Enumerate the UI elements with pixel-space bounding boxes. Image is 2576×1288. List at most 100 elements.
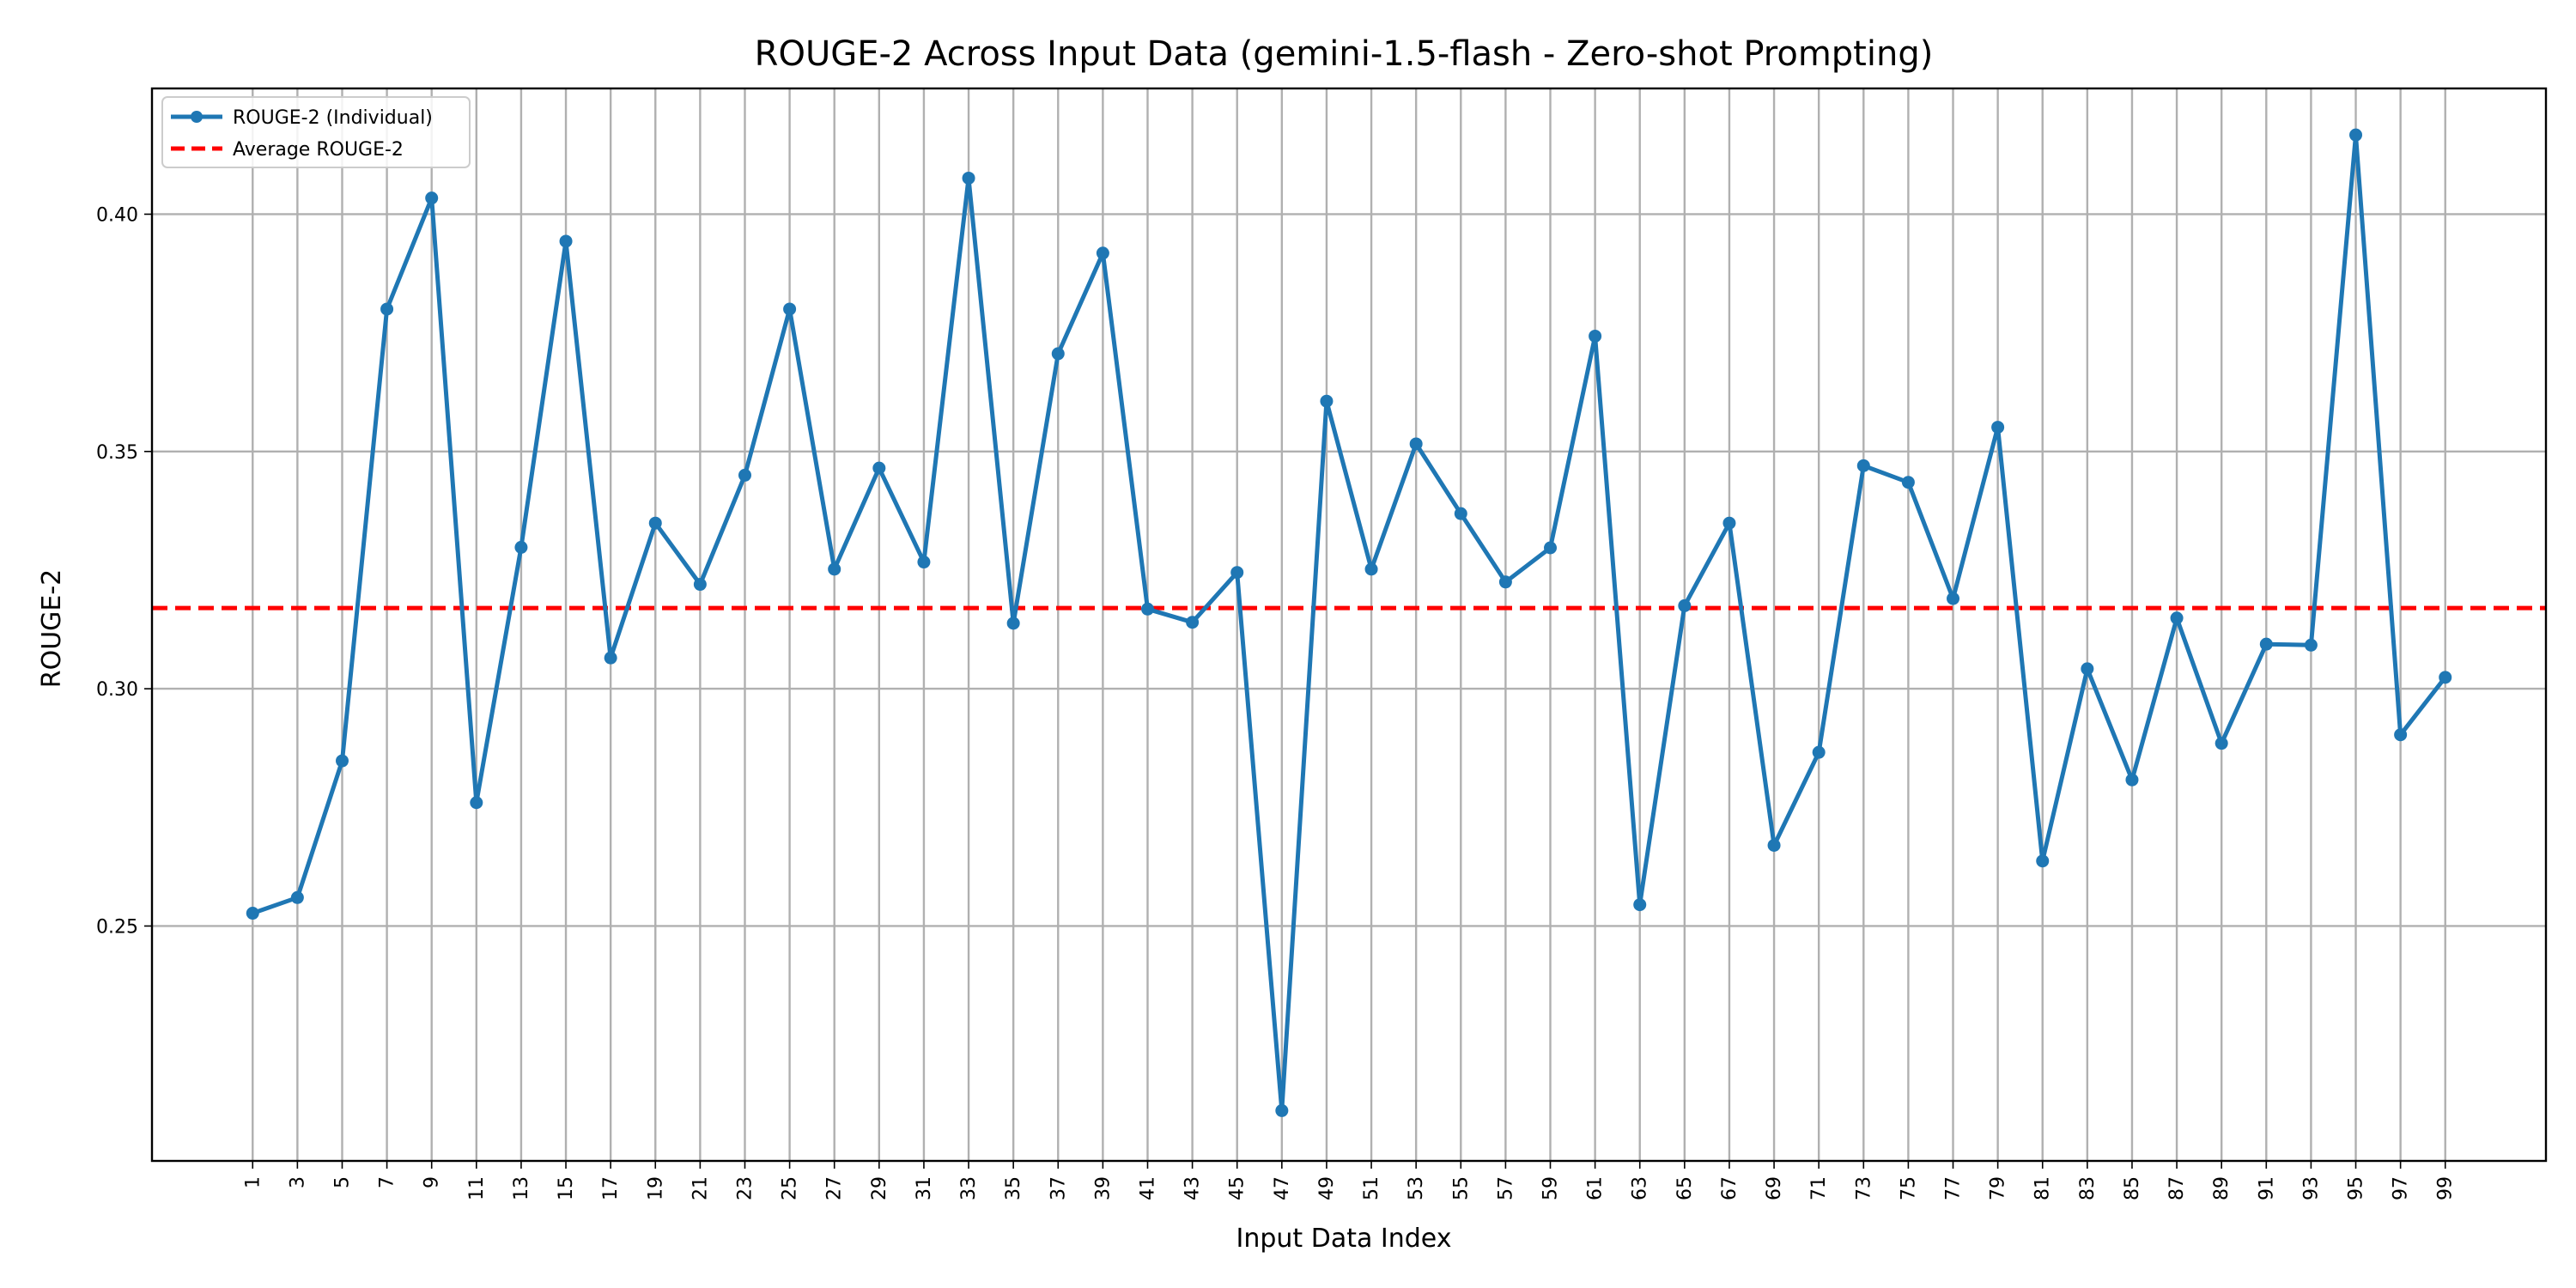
x-tick-label: 35 bbox=[1003, 1176, 1024, 1200]
x-tick-label: 57 bbox=[1495, 1176, 1516, 1200]
data-point bbox=[2081, 662, 2094, 676]
data-point bbox=[917, 556, 931, 569]
data-point bbox=[2259, 637, 2273, 651]
legend-marker-individual bbox=[191, 111, 203, 123]
data-point bbox=[1096, 246, 1109, 260]
x-tick-label: 49 bbox=[1316, 1176, 1338, 1200]
data-point bbox=[1409, 437, 1423, 451]
x-tick-label: 55 bbox=[1450, 1176, 1472, 1200]
data-point bbox=[604, 651, 617, 665]
data-point bbox=[1230, 566, 1244, 580]
x-tick-label: 89 bbox=[2211, 1176, 2233, 1200]
x-tick-label: 91 bbox=[2256, 1176, 2277, 1200]
data-point bbox=[559, 234, 573, 248]
data-point bbox=[425, 191, 439, 205]
data-point bbox=[2394, 728, 2408, 742]
x-tick-label: 59 bbox=[1540, 1176, 1562, 1200]
legend-label-average: Average ROUGE-2 bbox=[233, 139, 404, 161]
data-point bbox=[1633, 898, 1647, 912]
x-tick-label: 23 bbox=[734, 1176, 756, 1200]
data-point bbox=[2304, 638, 2318, 652]
y-tick-label: 0.30 bbox=[96, 679, 138, 701]
x-tick-label: 17 bbox=[600, 1176, 622, 1200]
data-point bbox=[335, 754, 349, 768]
data-point bbox=[246, 907, 259, 920]
x-axis-label: Input Data Index bbox=[1236, 1224, 1452, 1254]
x-tick-label: 21 bbox=[690, 1176, 711, 1200]
x-tick-label: 73 bbox=[1853, 1176, 1874, 1200]
data-point bbox=[2215, 737, 2228, 750]
x-tick-label: 37 bbox=[1048, 1176, 1069, 1200]
data-point bbox=[648, 516, 662, 530]
data-point bbox=[1722, 516, 1736, 530]
data-point bbox=[783, 302, 797, 316]
data-point bbox=[1678, 598, 1692, 612]
legend-label-individual: ROUGE-2 (Individual) bbox=[233, 107, 433, 129]
x-tick-label: 25 bbox=[780, 1176, 801, 1200]
x-tick-label: 47 bbox=[1272, 1176, 1293, 1200]
series-layer bbox=[246, 128, 2452, 1117]
data-point bbox=[828, 562, 841, 576]
data-point bbox=[1589, 329, 1602, 343]
data-point bbox=[1498, 575, 1512, 589]
y-tick-label: 0.40 bbox=[96, 204, 138, 226]
x-tick-label: 15 bbox=[556, 1176, 577, 1200]
x-tick-label: 85 bbox=[2122, 1176, 2143, 1200]
x-tick-label: 11 bbox=[466, 1176, 488, 1200]
y-tick-label: 0.25 bbox=[96, 916, 138, 938]
data-point bbox=[1901, 476, 1915, 489]
y-axis-label: ROUGE-2 bbox=[37, 569, 67, 689]
x-tick-label: 65 bbox=[1674, 1176, 1696, 1200]
data-point bbox=[1140, 602, 1154, 616]
data-point bbox=[470, 796, 483, 810]
x-tick-label: 53 bbox=[1406, 1176, 1427, 1200]
data-point bbox=[872, 461, 886, 475]
x-tick-label: 39 bbox=[1092, 1176, 1114, 1200]
x-tick-label: 99 bbox=[2435, 1176, 2457, 1200]
x-tick-label: 95 bbox=[2346, 1176, 2367, 1200]
x-tick-label: 31 bbox=[914, 1176, 935, 1200]
x-tick-label: 51 bbox=[1361, 1176, 1382, 1200]
data-point bbox=[738, 468, 751, 482]
data-point bbox=[2170, 611, 2184, 625]
plot-frame bbox=[150, 87, 2548, 1163]
x-tick-label: 1 bbox=[242, 1176, 264, 1188]
x-tick-label: 83 bbox=[2077, 1176, 2099, 1200]
x-tick-label: 9 bbox=[422, 1176, 443, 1188]
x-tick-label: 41 bbox=[1137, 1176, 1158, 1200]
data-point bbox=[2036, 854, 2050, 868]
x-tick-label: 33 bbox=[958, 1176, 980, 1200]
y-axis-ticks: 0.25 0.30 0.35 0.40 bbox=[96, 204, 152, 938]
data-point bbox=[380, 302, 394, 316]
legend-box bbox=[161, 96, 471, 168]
data-point bbox=[1544, 541, 1558, 555]
x-tick-label: 97 bbox=[2391, 1176, 2412, 1200]
data-point bbox=[1186, 616, 1200, 629]
x-tick-label: 29 bbox=[869, 1176, 890, 1200]
x-tick-label: 27 bbox=[824, 1176, 846, 1200]
data-point bbox=[1275, 1103, 1289, 1117]
data-point bbox=[1991, 421, 2005, 434]
x-tick-label: 63 bbox=[1630, 1176, 1651, 1200]
x-tick-label: 61 bbox=[1585, 1176, 1607, 1200]
series-line-individual bbox=[252, 132, 2447, 1113]
x-tick-label: 77 bbox=[1943, 1176, 1965, 1200]
data-point bbox=[1006, 617, 1020, 630]
data-point bbox=[1051, 347, 1065, 361]
data-point bbox=[2125, 773, 2139, 787]
data-point bbox=[1364, 562, 1378, 576]
data-point bbox=[1812, 745, 1826, 759]
x-tick-label: 13 bbox=[511, 1176, 532, 1200]
data-point bbox=[1767, 838, 1781, 852]
data-point bbox=[1320, 394, 1334, 408]
x-tick-label: 5 bbox=[331, 1176, 353, 1188]
data-point bbox=[693, 578, 707, 592]
x-tick-label: 43 bbox=[1182, 1176, 1204, 1200]
x-tick-label: 67 bbox=[1719, 1176, 1741, 1200]
x-tick-label: 69 bbox=[1764, 1176, 1785, 1200]
x-tick-label: 3 bbox=[287, 1176, 308, 1188]
data-point bbox=[290, 890, 304, 904]
x-tick-label: 81 bbox=[2032, 1176, 2054, 1200]
data-point bbox=[2439, 671, 2452, 684]
